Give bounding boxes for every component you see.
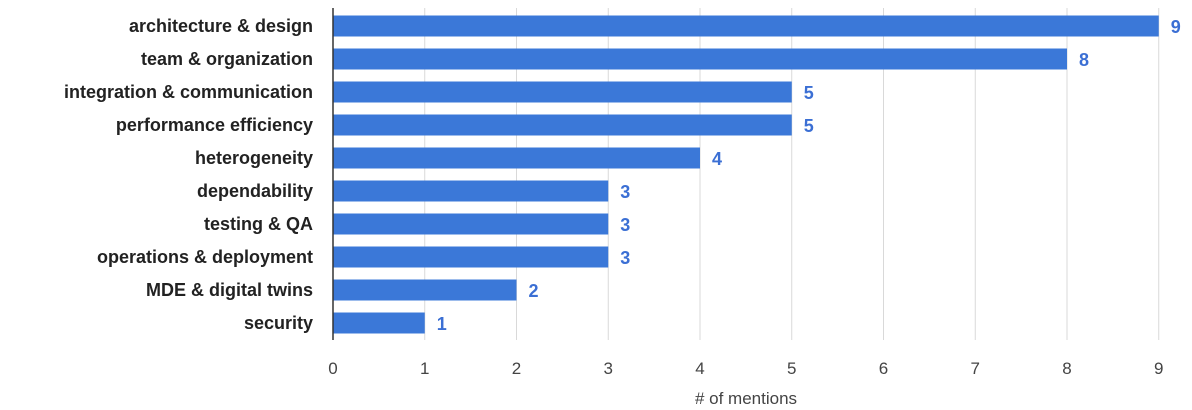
bar [333,246,609,268]
x-tick-label: 6 [879,359,888,378]
x-tick-labels: 0 1 2 3 4 5 6 7 8 9 [328,359,1163,378]
data-label: 8 [1079,50,1089,70]
data-label: 1 [437,314,447,334]
x-tick-label: 1 [420,359,429,378]
category-label: operations & deployment [97,247,313,267]
data-label: 3 [620,215,630,235]
data-label: 3 [620,248,630,268]
bar [333,279,517,301]
x-tick-label: 0 [328,359,337,378]
x-axis-title: # of mentions [695,389,797,408]
bar [333,15,1159,37]
x-tick-label: 4 [695,359,704,378]
x-tick-label: 7 [971,359,980,378]
x-tick-label: 2 [512,359,521,378]
bar [333,312,425,334]
category-label: architecture & design [129,16,313,36]
bar [333,213,609,235]
category-label: team & organization [141,49,313,69]
data-label: 9 [1171,17,1181,37]
bar [333,147,700,169]
category-label: heterogeneity [195,148,313,168]
data-label: 5 [804,83,814,103]
data-labels: 9 8 5 5 4 3 3 3 2 1 [437,17,1181,334]
bars [333,15,1159,334]
x-tick-label: 3 [604,359,613,378]
category-label: dependability [197,181,313,201]
bar [333,48,1067,70]
x-tick-label: 9 [1154,359,1163,378]
category-label: MDE & digital twins [146,280,313,300]
category-labels: architecture & design team & organization… [64,16,313,333]
data-label: 3 [620,182,630,202]
x-tick-label: 5 [787,359,796,378]
category-label: integration & communication [64,82,313,102]
bar [333,81,792,103]
data-label: 2 [529,281,539,301]
bar [333,114,792,136]
data-label: 4 [712,149,722,169]
category-label: performance efficiency [116,115,313,135]
x-tick-label: 8 [1062,359,1071,378]
category-label: testing & QA [204,214,313,234]
data-label: 5 [804,116,814,136]
bar [333,180,609,202]
category-label: security [244,313,313,333]
